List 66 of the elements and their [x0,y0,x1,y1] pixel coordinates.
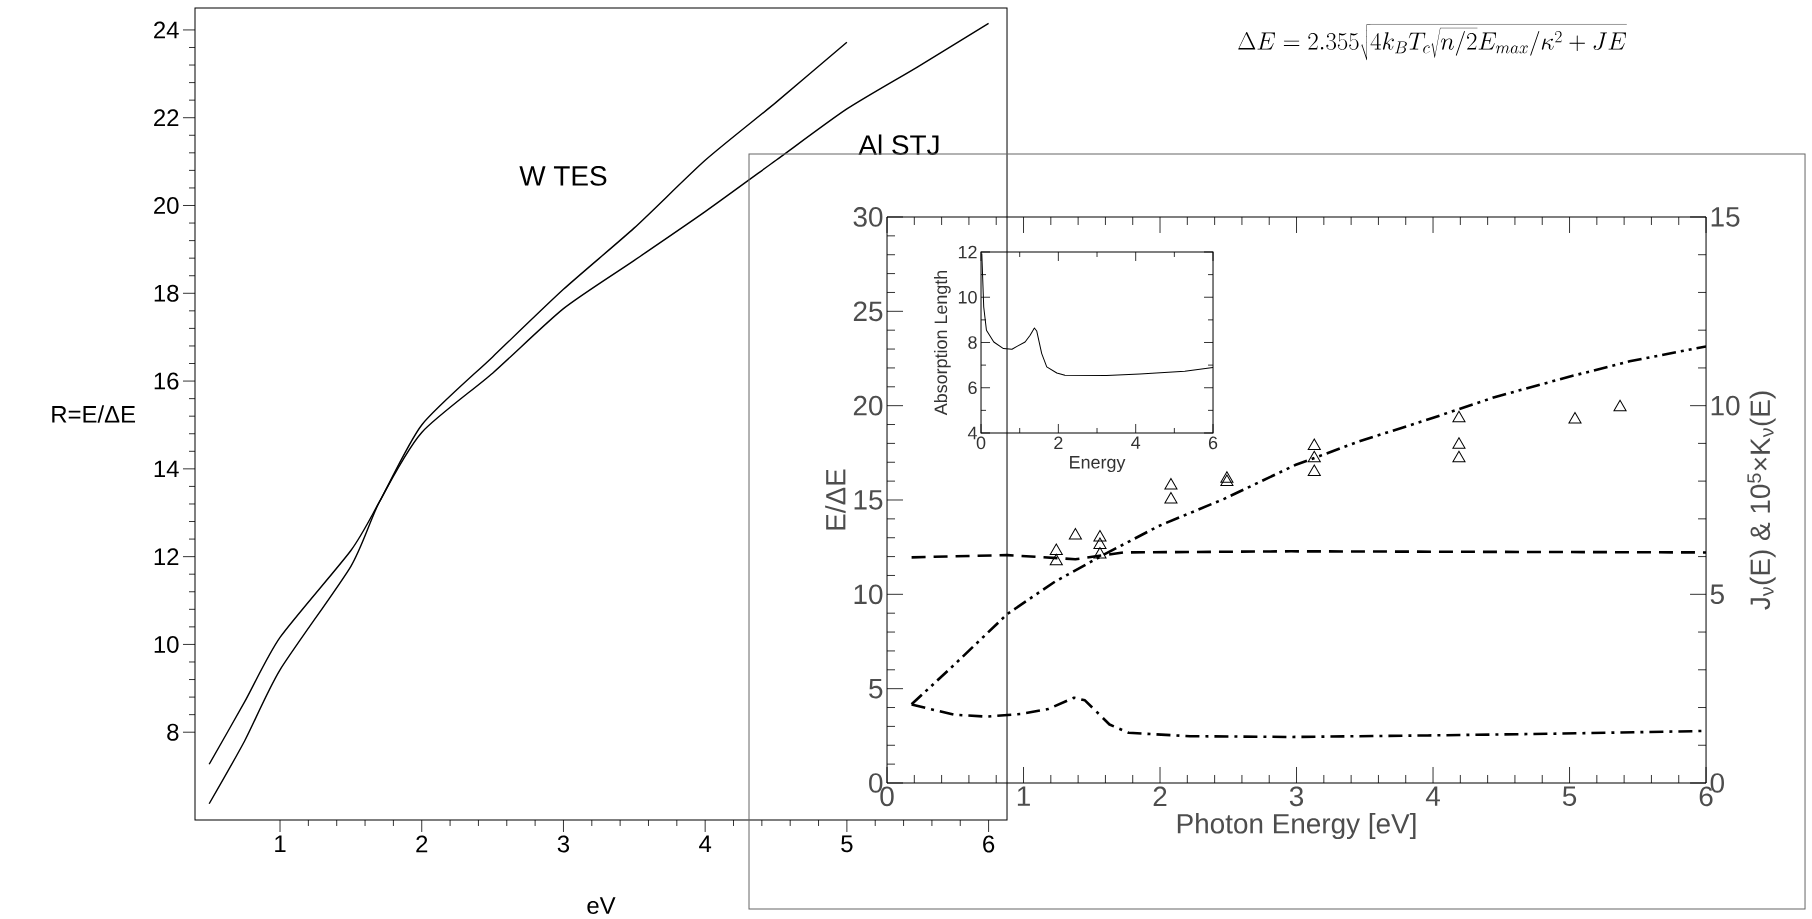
y2-axis-title: J$_{ν}$(E) & 10$^{5}$×K$_{ν}$(E) [1747,391,1776,610]
x-axis-title: Photon Energy [eV] [1177,813,1416,840]
y-tick-label: 8 [167,723,179,741]
y-tick-label: 12 [154,548,179,565]
y2-tick-label: 5 [1710,584,1724,605]
x-tick-label: 6 [1208,436,1218,450]
point [1452,437,1466,449]
y-tick-label: 24 [154,21,179,39]
x-tick-label: 2 [416,835,428,853]
point [1093,537,1107,550]
y-axis-title: R=E/ΔE [52,405,136,423]
x-tick-label: 5 [1562,786,1577,806]
y-tick-label: 12 [958,245,977,259]
x-tick-label: 6 [983,835,995,853]
y-tick-label: 5 [869,678,883,699]
y-tick-label: 18 [154,284,179,302]
x-tick-label: 4 [699,835,712,852]
point [1452,450,1466,463]
point [1452,410,1466,423]
y-tick-label: 20 [853,395,883,416]
y-tick-label: 8 [968,336,977,349]
point [1220,471,1234,483]
point [1049,553,1063,566]
series-label: Al STJ [858,134,939,155]
x-tick-label: 1 [1017,786,1030,806]
y-tick-label: 10 [958,290,977,304]
x-tick-label: 3 [1289,786,1304,807]
text: $\Delta E = 2.355\sqrt{4k_BT_c\sqrt{n/2}E_{max}/\kappa^2+JE}$ [1238,24,1627,61]
x-tick-label: 2 [1153,786,1167,806]
y2-tick-label: 15 [1711,207,1740,227]
x-tick-label: 4 [1425,786,1440,806]
point [1068,527,1082,540]
y-axis-title: E/ΔE [825,469,846,530]
series-label: W TES [519,166,607,186]
x-tick-label: 2 [1054,436,1063,450]
point [1307,464,1321,476]
x-axis-title: eV [587,897,616,914]
y-tick-label: 22 [154,109,179,127]
point [1049,543,1063,556]
y-tick-label: 4 [967,426,977,440]
y-tick-label: 30 [853,207,883,227]
y-tick-label: 14 [154,460,179,478]
point [1093,530,1107,542]
y-tick-label: 25 [853,301,883,322]
y-tick-label: 15 [854,490,883,510]
point [1568,412,1582,424]
point [1164,492,1178,504]
x-tick-label: 5 [841,835,853,853]
y2-tick-label: 10 [1711,395,1740,416]
line-series [208,22,990,805]
y-tick-label: 16 [154,372,179,390]
point [1220,474,1234,487]
x-tick-label: 4 [1131,436,1141,449]
y-tick-label: 10 [154,635,179,653]
x-axis-title: Energy [1070,456,1126,473]
y-tick-label: 20 [154,197,179,214]
y-axis-title: Absorption Length [933,270,951,416]
x-tick-label: 3 [557,835,570,853]
x-tick-label: 1 [275,835,286,852]
point [1307,450,1321,463]
y-tick-label: 6 [968,381,977,395]
point [1093,547,1107,559]
y-tick-label: 10 [854,584,883,605]
point [1307,438,1321,451]
point [1164,477,1178,490]
point [1613,399,1627,412]
